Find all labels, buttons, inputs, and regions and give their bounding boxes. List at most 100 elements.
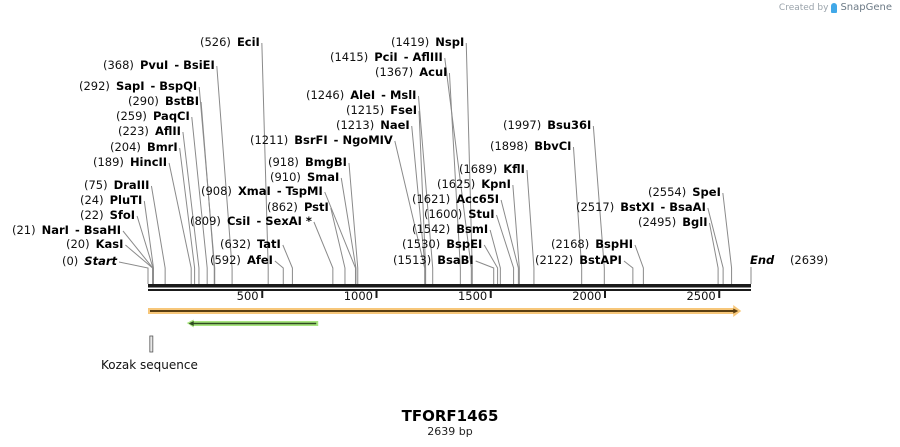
site-connector	[634, 244, 644, 284]
restriction-site-xmai[interactable]: (908) XmaI - TspMI	[201, 184, 323, 198]
site-position: (1419)	[391, 35, 430, 49]
site-position: (1542)	[412, 222, 451, 236]
restriction-site-aflii[interactable]: (223) AflII	[118, 124, 181, 138]
restriction-site-pluti[interactable]: (24) PluTI	[80, 193, 142, 207]
restriction-site-sapi[interactable]: (292) SapI - BspQI	[79, 79, 197, 93]
site-position: (526)	[200, 35, 231, 49]
site-position: (22)	[80, 208, 104, 222]
site-position: (21)	[12, 223, 36, 237]
name-separator: -	[150, 79, 156, 93]
restriction-site-csii[interactable]: (809) CsiI - SexAI *	[190, 214, 312, 228]
restriction-site-acc65i[interactable]: (1621) Acc65I	[412, 192, 499, 206]
enzyme-name: MslI	[389, 88, 417, 102]
tick-label: 2000	[572, 289, 602, 303]
enzyme-name: PciI	[374, 50, 398, 64]
site-position: (1530)	[402, 237, 441, 251]
enzyme-name: PvuI	[139, 58, 169, 72]
enzyme-name: BsaBI	[437, 253, 474, 267]
site-connector	[118, 261, 149, 284]
name-separator: -	[381, 88, 386, 102]
site-position: (1898)	[490, 139, 529, 153]
enzyme-name: SpeI	[692, 185, 721, 199]
restriction-site-alei[interactable]: (1246) AleI - MslI	[306, 88, 416, 102]
ruler-bottom-strand	[148, 289, 751, 291]
enzyme-name: Acc65I	[456, 192, 500, 206]
enzyme-name: SmaI	[306, 170, 340, 184]
site-connector	[448, 72, 461, 284]
restriction-site-kpni[interactable]: (1625) KpnI	[437, 177, 511, 191]
restriction-site-pvui[interactable]: (368) PvuI - BsiEI	[103, 58, 215, 72]
ruler	[148, 284, 751, 298]
restriction-site-fsei[interactable]: (1215) FseI	[346, 103, 417, 117]
restriction-site-ecii[interactable]: (526) EciI	[200, 35, 260, 49]
restriction-site-bmgbi[interactable]: (918) BmgBI	[268, 155, 347, 169]
site-position: (1367)	[375, 65, 414, 79]
restriction-site-smai[interactable]: (910) SmaI	[270, 170, 339, 184]
restriction-site-naei[interactable]: (1213) NaeI	[336, 118, 410, 132]
restriction-site-kasi[interactable]: (20) KasI	[66, 237, 123, 251]
restriction-site-bmri[interactable]: (204) BmrI	[110, 140, 178, 154]
name-separator: -	[174, 58, 180, 72]
restriction-site-stui[interactable]: (1600) StuI	[424, 207, 495, 221]
restriction-site-bspei[interactable]: (1530) BspEI	[402, 237, 482, 251]
kozak-sequence-label[interactable]: Kozak sequence	[101, 358, 198, 372]
site-position: (2122)	[535, 253, 574, 267]
enzyme-name: BspHI	[595, 237, 633, 251]
created-by-text: Created by	[778, 2, 829, 13]
restriction-site-paqci[interactable]: (259) PaqCI	[116, 109, 190, 123]
site-connector	[708, 222, 719, 284]
site-position: (1211)	[250, 133, 289, 147]
enzyme-name: KasI	[95, 237, 124, 251]
restriction-site-pcii[interactable]: (1415) PciI - AflIII	[330, 50, 443, 64]
restriction-site-bsabi[interactable]: (1513) BsaBI	[393, 253, 474, 267]
restriction-site-kfli[interactable]: (1689) KflI	[459, 162, 525, 176]
restriction-site-sfoi[interactable]: (22) SfoI	[80, 208, 135, 222]
snapgene-branding: Created by SnapGene	[779, 2, 892, 13]
enzyme-name: BsaAI	[669, 200, 706, 214]
restriction-site-tati[interactable]: (632) TatI	[220, 237, 281, 251]
enzyme-name: BsiEI	[183, 58, 215, 72]
restriction-site-start[interactable]: (0) Start	[62, 254, 117, 268]
site-position: (908)	[201, 184, 232, 198]
site-connector	[707, 207, 724, 284]
enzyme-name: AflII	[154, 124, 181, 138]
site-connector	[340, 177, 357, 284]
enzyme-name: KflI	[503, 162, 525, 176]
forward-arrowhead-icon	[733, 308, 739, 314]
enzyme-name: PstI	[303, 200, 329, 214]
kozak-feature-marker[interactable]	[149, 335, 154, 353]
reverse-arrowhead-icon	[188, 321, 194, 326]
enzyme-name: TspMI	[285, 184, 323, 198]
restriction-site-bgli[interactable]: (2495) BglI	[638, 215, 707, 229]
brand-name: SnapGene	[840, 2, 892, 13]
restriction-site-bsrfi[interactable]: (1211) BsrFI - NgoMIV	[250, 133, 393, 147]
restriction-site-bsmi[interactable]: (1542) BsmI	[412, 222, 488, 236]
restriction-site-bstapi[interactable]: (2122) BstAPI	[535, 253, 622, 267]
restriction-site-draiii[interactable]: (75) DraIII	[84, 178, 149, 192]
restriction-site-spei[interactable]: (2554) SpeI	[648, 185, 721, 199]
enzyme-name: AcuI	[419, 65, 448, 79]
site-position: (1625)	[437, 177, 476, 191]
enzyme-name: BsmI	[456, 222, 489, 236]
restriction-site-hincii[interactable]: (189) HincII	[93, 155, 167, 169]
restriction-site-bstbi[interactable]: (290) BstBI	[128, 94, 199, 108]
restriction-site-nspi[interactable]: (1419) NspI	[391, 35, 464, 49]
site-connector	[489, 229, 501, 284]
end-marker[interactable]: End (2639)	[750, 253, 834, 267]
restriction-site-afei[interactable]: (592) AfeI	[210, 253, 273, 267]
enzyme-name: PaqCI	[152, 109, 190, 123]
site-position: (1600)	[424, 207, 463, 221]
restriction-site-psti[interactable]: (862) PstI	[267, 200, 329, 214]
site-connector	[330, 207, 346, 284]
restriction-site-bbvci[interactable]: (1898) BbvCI	[490, 139, 571, 153]
site-connector	[216, 65, 233, 284]
enzyme-name: BspQI	[159, 79, 198, 93]
restriction-site-nari[interactable]: (21) NarI - BsaHI	[12, 223, 121, 237]
restriction-site-bstxi[interactable]: (2517) BstXI - BsaAI	[576, 200, 706, 214]
restriction-site-bsu36i[interactable]: (1997) Bsu36I	[503, 118, 591, 132]
restriction-site-acui[interactable]: (1367) AcuI	[375, 65, 447, 79]
site-connector	[526, 169, 535, 284]
site-position: (592)	[210, 253, 241, 267]
site-position: (204)	[110, 140, 141, 154]
restriction-site-bsphi[interactable]: (2168) BspHI	[551, 237, 633, 251]
